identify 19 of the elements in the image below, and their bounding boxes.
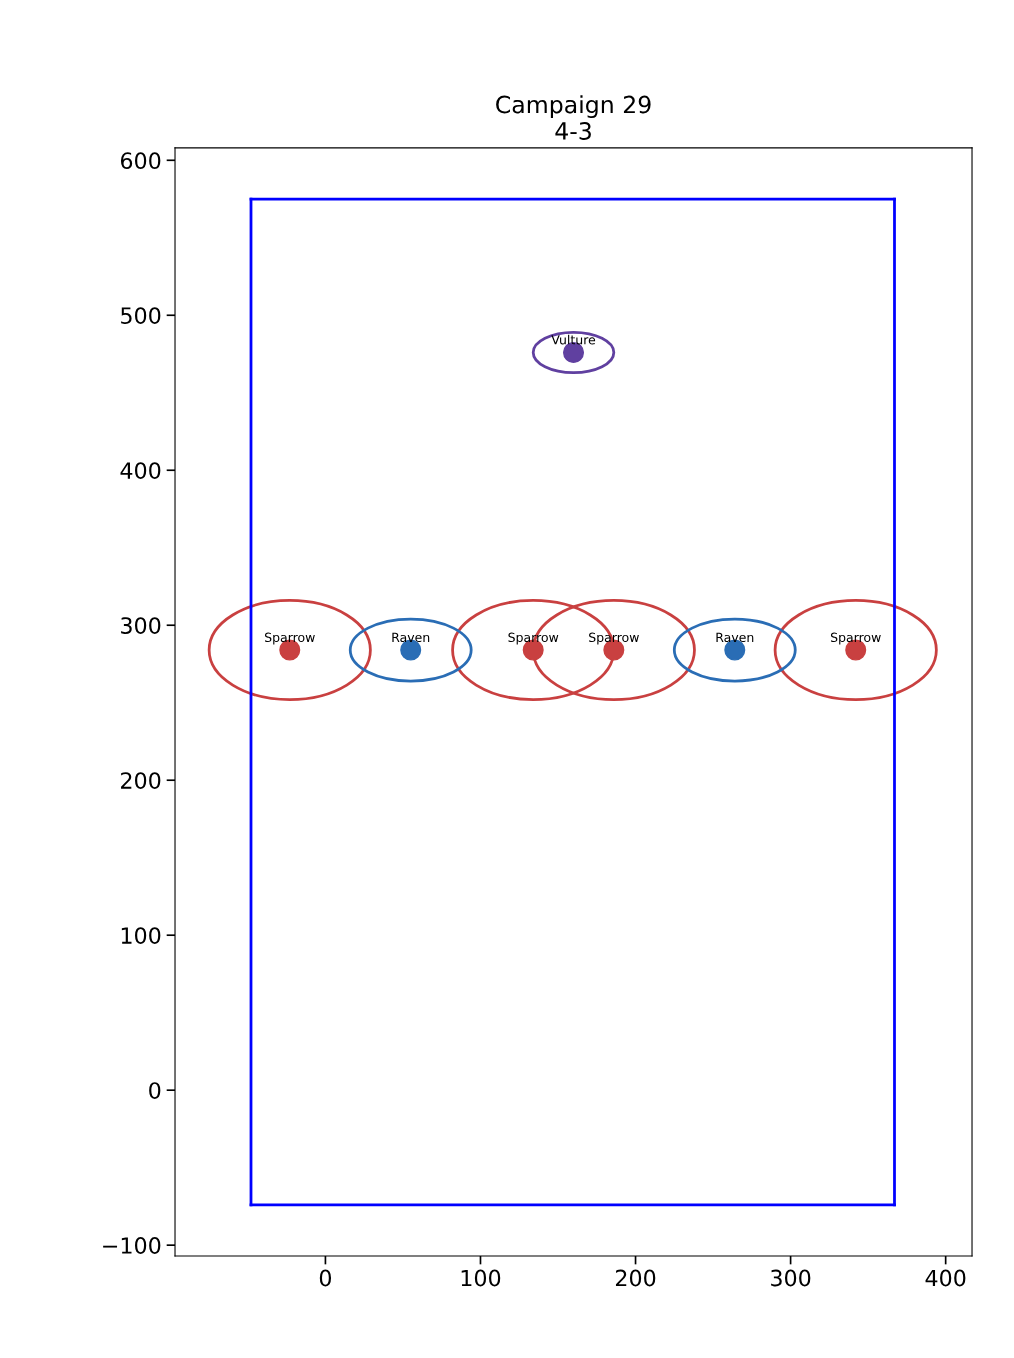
x-tick-label: 100 bbox=[461, 1269, 501, 1287]
x-tick-label: 400 bbox=[925, 1269, 966, 1287]
annotation: Sparrow bbox=[830, 632, 881, 645]
annotation: Sparrow bbox=[264, 632, 315, 645]
y-tick-label: 100 bbox=[121, 927, 161, 944]
annotation: Raven bbox=[392, 632, 430, 643]
x-tick-label: 200 bbox=[615, 1269, 656, 1287]
y-tick-label: 200 bbox=[121, 772, 161, 789]
y-tick-label: 400 bbox=[120, 462, 161, 480]
y-tick-label: 500 bbox=[121, 307, 161, 325]
annotation: Raven bbox=[716, 632, 754, 643]
annotation: Vulture bbox=[551, 334, 596, 345]
y-tick-label: 300 bbox=[121, 617, 161, 634]
x-tick-label: 300 bbox=[771, 1269, 811, 1287]
y-tick-label: −100 bbox=[103, 1237, 161, 1254]
x-tick-label: 0 bbox=[319, 1269, 332, 1287]
chart-title: Campaign 29 4-3 bbox=[496, 95, 651, 140]
y-tick-label: 600 bbox=[120, 152, 161, 170]
y-tick-label: 0 bbox=[149, 1082, 161, 1099]
